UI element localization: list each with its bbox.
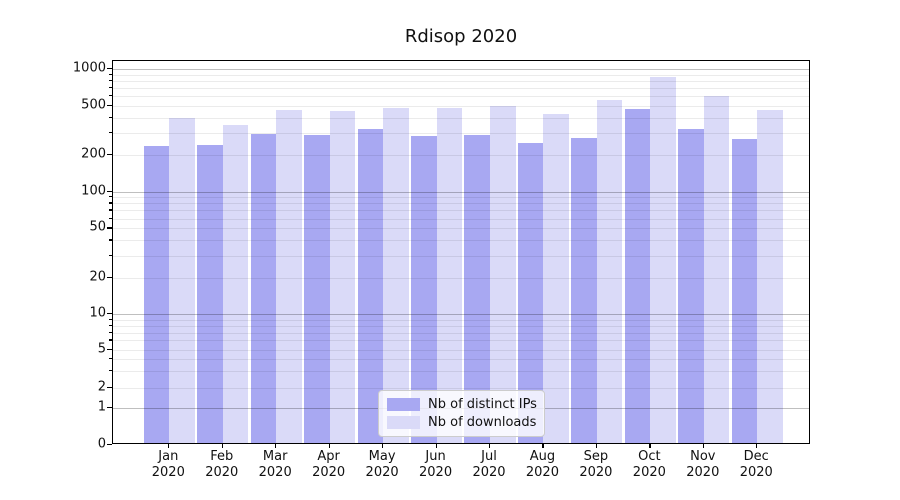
bar-downloads-nov: [703, 96, 730, 443]
x-tick-label-nov: Nov 2020: [686, 449, 720, 480]
y-tick-mark-2: [107, 386, 112, 388]
x-tick-mark-jun: [435, 443, 437, 448]
plot-area: [112, 60, 810, 444]
y-minor-tick-mark-9: [109, 318, 112, 320]
chart-title: Rdisop 2020: [404, 26, 518, 47]
legend-item-downloads: Nb of downloads: [387, 415, 536, 430]
y-tick-mark-5: [107, 348, 112, 350]
y-minor-tick-mark-8: [109, 324, 112, 326]
bar-distinct-ips-oct: [624, 108, 651, 443]
y-tick-label-1: 1: [97, 399, 106, 415]
y-minor-tick-mark-4: [109, 358, 112, 360]
y-tick-mark-10: [107, 313, 112, 315]
bars-layer: [113, 61, 809, 443]
y-minor-tick-mark-3: [109, 369, 112, 372]
y-minor-tick-mark-6: [109, 339, 112, 341]
y-tick-label-200: 200: [81, 146, 106, 162]
y-minor-tick-mark-700: [109, 86, 112, 89]
bar-distinct-ips-feb: [197, 144, 223, 443]
y-minor-tick-mark-30: [109, 254, 112, 257]
x-tick-mark-jan: [168, 443, 170, 448]
y-minor-tick-mark-70: [109, 209, 112, 211]
y-minor-tick-mark-80: [109, 202, 112, 204]
y-tick-label-0: 0: [97, 436, 106, 451]
legend-label-distinct-ips: Nb of distinct IPs: [428, 397, 537, 412]
legend-swatch-distinct-ips: [387, 398, 420, 411]
y-tick-label-20: 20: [89, 269, 106, 285]
x-tick-label-jun: Jun 2020: [419, 449, 453, 480]
bar-downloads-dec: [757, 109, 783, 443]
x-tick-label-apr: Apr 2020: [312, 449, 346, 480]
x-tick-label-dec: Dec 2020: [739, 449, 773, 480]
x-tick-label-oct: Oct 2020: [632, 449, 666, 480]
bar-distinct-ips-mar: [250, 134, 277, 443]
y-tick-label-1000: 1000: [72, 60, 106, 76]
y-tick-label-10: 10: [89, 305, 106, 321]
y-minor-tick-mark-800: [109, 79, 112, 82]
y-tick-mark-0: [107, 443, 112, 445]
bar-downloads-jul: [490, 106, 516, 443]
y-tick-label-50: 50: [89, 219, 106, 235]
bar-distinct-ips-dec: [731, 139, 758, 443]
bar-downloads-aug: [543, 114, 570, 443]
y-minor-tick-mark-300: [109, 132, 112, 134]
legend-item-distinct-ips: Nb of distinct IPs: [387, 397, 537, 412]
bar-distinct-ips-apr: [304, 135, 330, 443]
y-minor-tick-mark-600: [109, 95, 112, 97]
x-tick-mark-mar: [275, 443, 277, 448]
bar-distinct-ips-jan: [143, 146, 170, 443]
x-tick-mark-feb: [221, 443, 223, 448]
y-minor-tick-mark-60: [109, 217, 112, 219]
x-tick-mark-dec: [756, 443, 758, 448]
y-tick-mark-1000: [107, 68, 112, 70]
x-tick-mark-nov: [702, 443, 704, 448]
y-minor-tick-mark-90: [109, 196, 112, 198]
y-tick-mark-500: [107, 104, 112, 107]
x-tick-mark-sep: [595, 443, 598, 448]
y-tick-label-2: 2: [97, 379, 106, 395]
y-tick-label-5: 5: [97, 341, 106, 357]
y-tick-mark-1: [107, 406, 112, 408]
bar-downloads-jun: [436, 107, 463, 443]
x-tick-label-jan: Jan 2020: [151, 449, 185, 480]
x-tick-mark-may: [382, 443, 384, 448]
x-tick-label-mar: Mar 2020: [258, 449, 292, 480]
bar-distinct-ips-nov: [678, 128, 704, 443]
y-minor-tick-mark-7: [109, 331, 112, 333]
y-tick-mark-20: [107, 276, 112, 278]
y-minor-tick-mark-40: [109, 239, 112, 241]
x-tick-label-may: May 2020: [365, 449, 399, 480]
legend: Nb of distinct IPs Nb of downloads: [378, 390, 545, 437]
x-tick-label-sep: Sep 2020: [579, 449, 613, 480]
legend-label-downloads: Nb of downloads: [428, 415, 537, 430]
x-tick-label-feb: Feb 2020: [205, 449, 239, 480]
bar-downloads-mar: [276, 110, 302, 443]
legend-swatch-downloads: [387, 416, 420, 429]
x-tick-label-jul: Jul 2020: [472, 449, 506, 480]
bar-downloads-may: [383, 108, 409, 443]
y-tick-label-100: 100: [81, 183, 106, 198]
x-tick-mark-apr: [328, 443, 330, 448]
bar-distinct-ips-sep: [571, 137, 597, 443]
bar-downloads-apr: [329, 110, 356, 443]
x-tick-mark-jul: [489, 443, 491, 448]
y-tick-mark-200: [107, 153, 112, 155]
y-tick-label-500: 500: [81, 97, 106, 113]
y-tick-mark-100: [107, 190, 112, 192]
bar-downloads-feb: [222, 124, 249, 443]
y-minor-tick-mark-400: [109, 116, 112, 118]
bar-downloads-sep: [596, 99, 623, 443]
x-tick-mark-oct: [649, 443, 651, 448]
x-tick-mark-aug: [542, 443, 544, 448]
y-tick-mark-50: [107, 227, 112, 229]
bar-downloads-oct: [650, 76, 676, 443]
y-minor-tick-mark-900: [109, 73, 112, 75]
bar-downloads-jan: [169, 117, 195, 443]
x-tick-label-aug: Aug 2020: [525, 449, 559, 480]
